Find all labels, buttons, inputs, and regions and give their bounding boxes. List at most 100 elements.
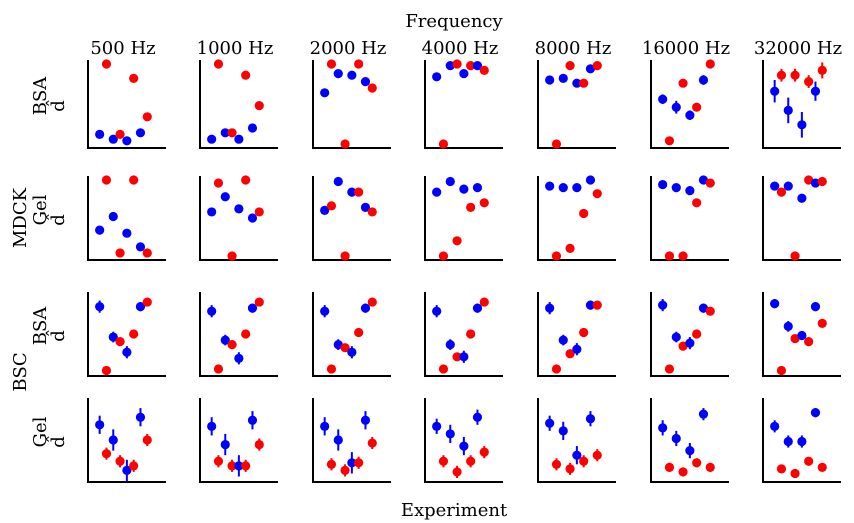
data-point xyxy=(340,465,350,475)
data-point xyxy=(247,303,258,313)
data-point xyxy=(658,300,668,310)
panel-axes xyxy=(87,292,166,377)
panel xyxy=(762,175,841,261)
data-point xyxy=(142,112,152,122)
frequency-labels: 500 Hz 1000 Hz 2000 Hz 4000 Hz 8000 Hz 16000 … xyxy=(90,38,842,59)
frequency-label: 8000 Hz xyxy=(535,38,612,59)
data-point xyxy=(445,429,455,439)
frequency-label: 2000 Hz xyxy=(310,38,387,59)
panel-axes xyxy=(762,60,841,149)
data-point xyxy=(685,186,695,196)
data-point xyxy=(692,458,702,468)
data-point xyxy=(592,450,602,460)
data-point xyxy=(783,436,793,447)
data-point xyxy=(479,65,489,75)
data-point xyxy=(213,178,224,188)
data-point xyxy=(459,184,469,194)
panel-axes xyxy=(762,292,841,377)
data-point xyxy=(558,335,568,345)
data-point xyxy=(459,69,469,79)
data-point xyxy=(658,179,668,190)
data-point xyxy=(797,436,807,447)
data-point xyxy=(671,433,681,444)
data-point xyxy=(254,207,264,217)
panel-axes xyxy=(87,398,166,483)
data-point xyxy=(247,213,258,223)
data-point xyxy=(685,338,695,348)
data-point xyxy=(770,86,780,96)
panel xyxy=(650,398,729,483)
panel xyxy=(199,398,278,483)
data-point xyxy=(220,128,230,138)
data-point xyxy=(452,59,462,69)
frequency-label: 500 Hz xyxy=(90,38,155,59)
data-point xyxy=(333,435,343,445)
panel-axes xyxy=(312,398,391,483)
panel xyxy=(199,175,278,261)
data-point xyxy=(213,364,224,374)
data-point xyxy=(579,327,589,338)
data-point xyxy=(207,134,217,144)
panel xyxy=(537,60,616,149)
data-point xyxy=(479,198,489,208)
data-point xyxy=(101,59,112,69)
panel-axes xyxy=(650,292,729,377)
data-point xyxy=(241,175,251,185)
data-point xyxy=(115,248,125,258)
data-point xyxy=(227,461,237,471)
data-point xyxy=(558,73,568,83)
data-point xyxy=(551,251,562,261)
data-point xyxy=(459,352,469,362)
data-point xyxy=(142,435,152,445)
data-point xyxy=(472,61,483,71)
panel xyxy=(199,292,278,377)
data-point xyxy=(333,69,343,79)
data-point xyxy=(466,61,476,71)
panel xyxy=(650,175,729,261)
data-point xyxy=(572,344,582,354)
data-point xyxy=(326,201,337,211)
data-point xyxy=(592,61,602,71)
data-point xyxy=(320,421,330,431)
data-point xyxy=(108,134,118,144)
data-point xyxy=(101,449,112,459)
data-point xyxy=(115,456,125,466)
panel-axes xyxy=(537,176,616,261)
data-point xyxy=(135,302,146,312)
data-point xyxy=(705,59,715,69)
medium-label: Gel xyxy=(30,194,51,225)
data-point xyxy=(545,181,555,191)
data-point xyxy=(770,421,780,431)
data-point xyxy=(783,105,793,115)
data-point xyxy=(135,242,146,252)
panel xyxy=(312,59,391,149)
data-point xyxy=(234,204,244,214)
data-point xyxy=(692,102,702,112)
medium-label: BSA xyxy=(30,306,51,346)
data-point xyxy=(810,302,821,312)
data-point xyxy=(347,458,357,468)
data-point xyxy=(658,94,668,104)
data-point xyxy=(671,332,681,342)
data-point xyxy=(367,83,377,93)
data-point xyxy=(790,468,800,479)
data-point xyxy=(810,408,821,418)
data-point xyxy=(664,462,675,472)
panel-axes xyxy=(199,60,278,149)
data-point xyxy=(254,297,264,307)
data-point xyxy=(122,136,132,146)
panel-axes xyxy=(87,60,166,149)
frequency-label: 1000 Hz xyxy=(197,38,274,59)
data-point xyxy=(432,421,442,431)
data-point xyxy=(452,236,462,246)
data-point xyxy=(347,70,357,80)
data-point xyxy=(452,352,462,362)
panel xyxy=(537,398,616,483)
data-point xyxy=(354,458,364,468)
data-point xyxy=(213,456,224,466)
data-point xyxy=(692,198,702,208)
panel xyxy=(537,175,616,261)
y-axis-label: d̂ xyxy=(44,100,69,112)
data-point xyxy=(565,61,575,71)
data-point xyxy=(705,178,715,188)
